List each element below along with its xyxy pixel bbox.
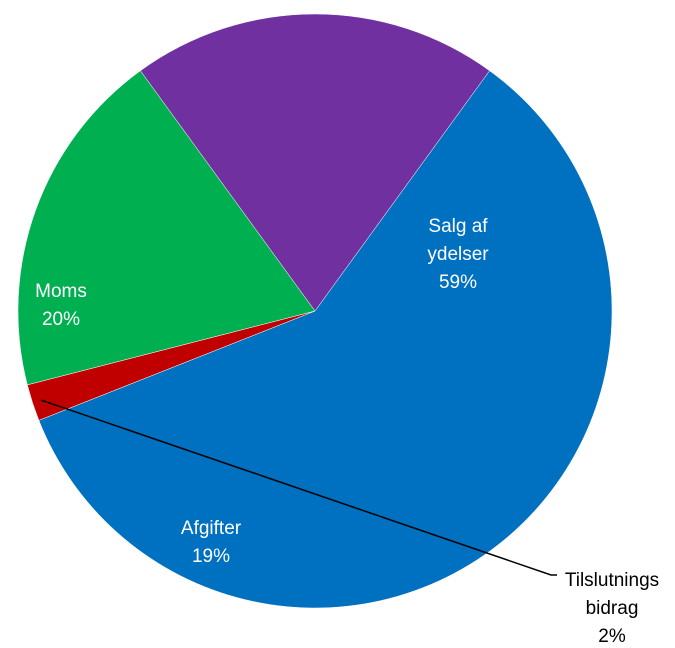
data-label-name: ydelser [427,244,489,265]
leader-line [40,399,557,576]
pie-slice-salg-af-ydelser [38,70,613,609]
data-label-afgifter: Afgifter 19% [181,518,242,567]
data-label-value: 59% [439,272,477,293]
data-label-value: 2% [598,626,626,647]
data-label-value: 19% [192,546,230,567]
data-label-name: Tilslutnings [565,570,659,591]
data-label-moms: Moms 20% [35,281,87,330]
data-label-name: Moms [35,281,87,302]
data-label-salg-af-ydelser: Salg af ydelser 59% [427,216,489,293]
data-label-name: Afgifter [181,518,242,539]
pie-slice-afgifter [17,70,316,386]
data-label-value: 20% [42,309,80,330]
data-label-name: Salg af [428,216,488,237]
data-label-tilslutningsbidrag: Tilslutnings bidrag 2% [565,570,659,647]
data-label-name: bidrag [586,598,639,619]
pie-slice-moms [140,13,490,312]
